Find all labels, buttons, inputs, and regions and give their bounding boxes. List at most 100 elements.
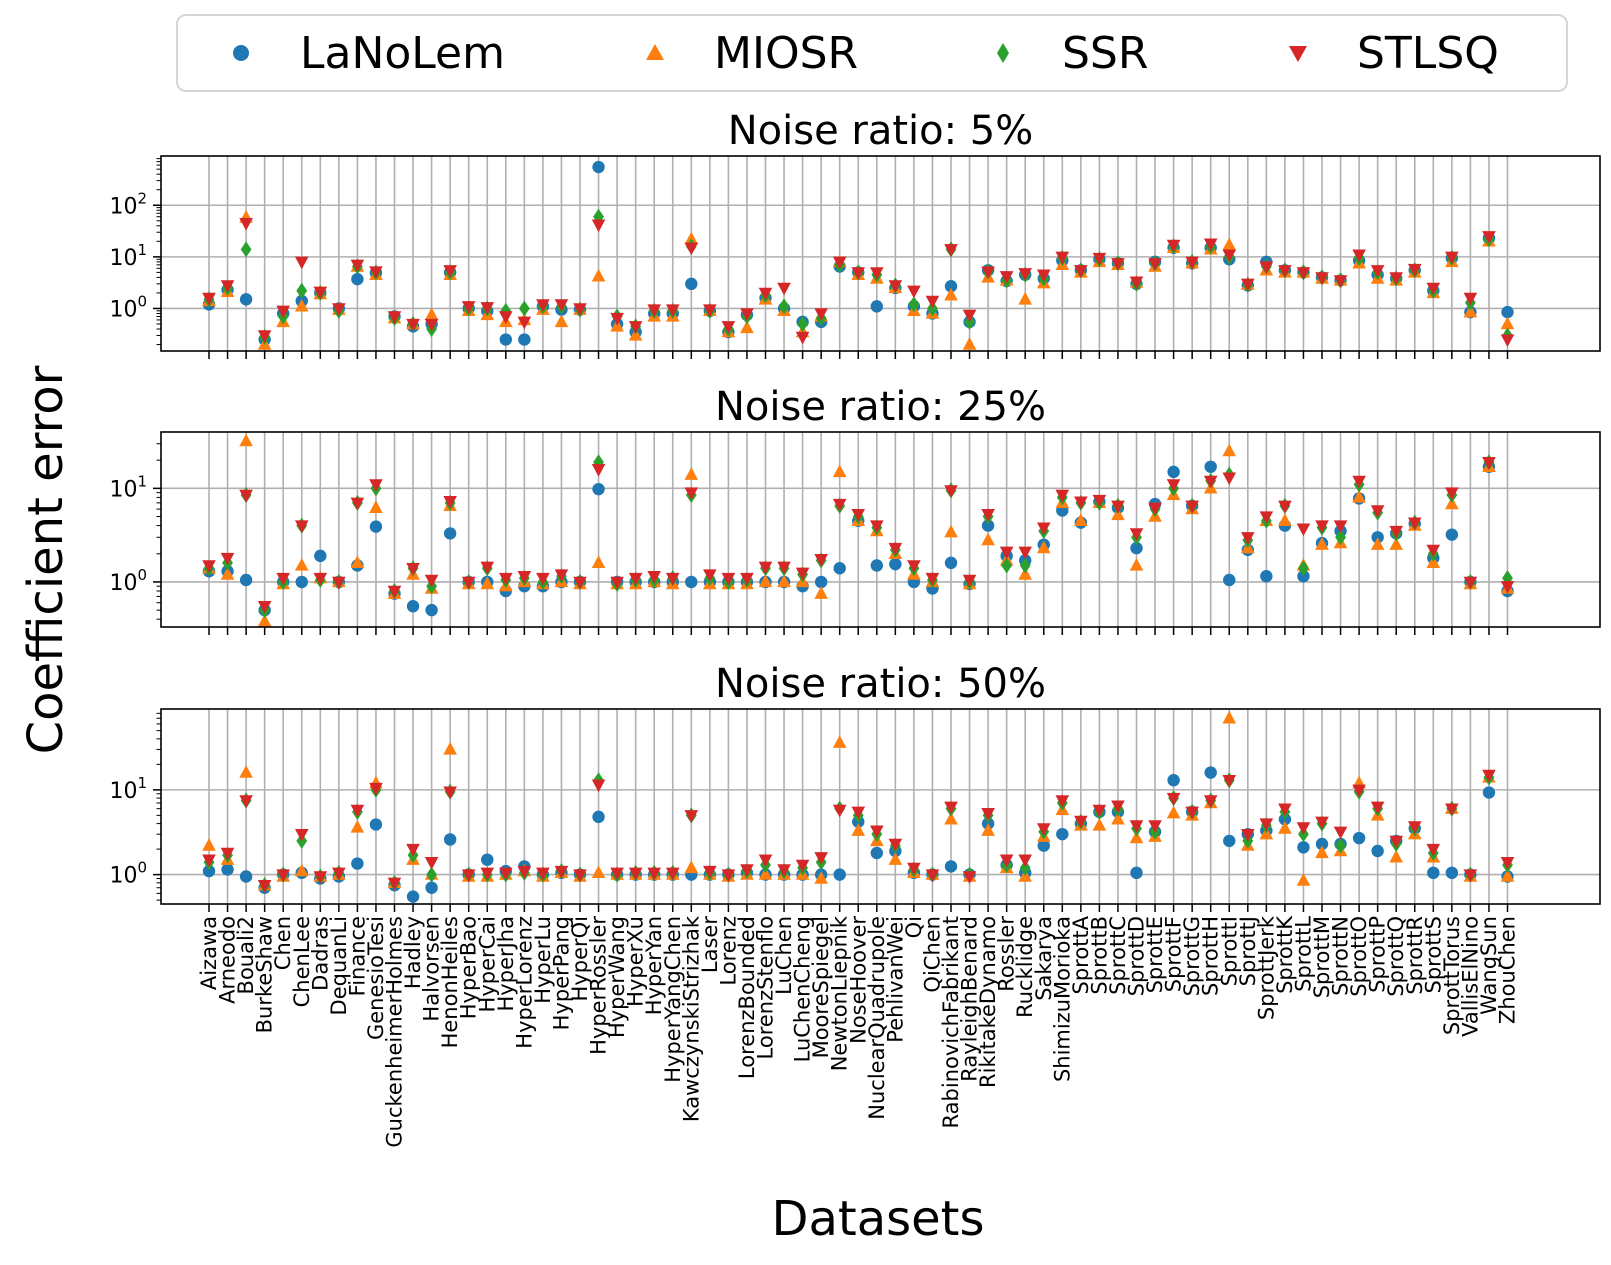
point-stlsq xyxy=(1296,822,1311,835)
point-lanolem xyxy=(369,818,383,831)
point-stlsq xyxy=(870,520,884,534)
point-stlsq xyxy=(239,795,253,808)
point-stlsq xyxy=(313,286,328,300)
point-miosr xyxy=(1315,845,1329,859)
point-stlsq xyxy=(1241,278,1255,292)
point-stlsq xyxy=(573,869,587,883)
point-stlsq xyxy=(610,576,624,590)
point-stlsq xyxy=(944,801,958,815)
point-stlsq xyxy=(999,854,1014,868)
x-tick-label: SprottJ xyxy=(1236,916,1260,986)
point-stlsq xyxy=(925,295,940,309)
point-ssr xyxy=(240,241,252,258)
point-stlsq xyxy=(907,862,921,876)
point-lanolem xyxy=(685,575,698,589)
point-stlsq xyxy=(573,576,587,590)
point-lanolem xyxy=(481,853,494,866)
point-miosr xyxy=(1463,304,1478,318)
panel-title: Noise ratio: 25% xyxy=(715,384,1046,430)
point-stlsq xyxy=(369,266,383,280)
point-stlsq xyxy=(1296,523,1311,537)
y-tick-label: 101 xyxy=(109,774,147,804)
x-tick-label: HyperJha xyxy=(494,916,518,1011)
point-stlsq xyxy=(220,552,235,566)
point-miosr xyxy=(369,500,383,513)
x-tick-label: NoseHoover xyxy=(846,916,870,1044)
point-lanolem xyxy=(870,846,883,860)
point-stlsq xyxy=(1111,258,1125,271)
point-stlsq xyxy=(1278,500,1292,514)
point-stlsq xyxy=(962,871,977,884)
point-miosr xyxy=(1370,537,1385,550)
point-stlsq xyxy=(591,219,606,233)
x-tick-label: NuclearQuadrupole xyxy=(865,916,889,1120)
point-miosr xyxy=(1500,316,1515,330)
point-stlsq xyxy=(777,864,791,877)
point-stlsq xyxy=(832,498,847,512)
x-tick-label: SprottJerk xyxy=(1254,915,1278,1020)
point-miosr xyxy=(944,811,958,825)
x-tick-label: SprottB xyxy=(1087,916,1111,995)
x-tick-label: Hadley xyxy=(401,916,425,989)
point-ssr xyxy=(1335,529,1346,546)
x-tick-label: SprottH xyxy=(1199,916,1223,996)
point-stlsq xyxy=(1333,826,1348,840)
point-stlsq xyxy=(1166,239,1181,253)
point-miosr xyxy=(832,464,847,478)
x-tick-label: SprottO xyxy=(1347,916,1371,997)
y-tick-label: 100 xyxy=(109,566,147,596)
point-lanolem xyxy=(833,562,846,575)
point-stlsq xyxy=(1018,546,1032,560)
point-ssr xyxy=(1019,859,1031,876)
point-lanolem xyxy=(518,333,531,346)
point-stlsq xyxy=(313,572,328,586)
point-stlsq xyxy=(851,267,866,280)
point-stlsq xyxy=(1482,769,1496,783)
point-stlsq xyxy=(369,782,383,796)
point-stlsq xyxy=(1222,249,1237,263)
point-stlsq xyxy=(851,806,866,820)
point-stlsq xyxy=(1129,276,1144,290)
x-tick-label: Sakarya xyxy=(1032,916,1056,1001)
y-tick-label: 101 xyxy=(109,241,147,271)
x-tick-label: HyperBao xyxy=(457,916,481,1019)
x-tick-label: GenesioTesi xyxy=(364,916,388,1040)
x-tick-label: HyperCai xyxy=(475,916,499,1012)
point-stlsq xyxy=(1333,520,1348,534)
panel-1: Noise ratio: 5% 100 101 102 xyxy=(109,108,1601,359)
x-tick-labels: AizawaArneodoBouali2BurkeShawChenChenLee… xyxy=(197,915,1520,1148)
point-stlsq xyxy=(220,847,235,861)
point-stlsq xyxy=(1203,795,1218,808)
x-tick-label: NewtonLiepnik xyxy=(828,915,852,1071)
x-tick-label: ZhouChen xyxy=(1496,916,1520,1024)
point-stlsq xyxy=(1370,505,1385,518)
point-lanolem xyxy=(685,277,698,291)
point-stlsq xyxy=(294,828,309,842)
point-stlsq xyxy=(628,867,643,881)
x-tick-label: HyperWang xyxy=(605,916,629,1038)
x-tick-label: BurkeShaw xyxy=(253,916,277,1033)
point-stlsq xyxy=(554,299,569,312)
point-stlsq xyxy=(981,508,995,522)
point-miosr xyxy=(1278,821,1292,834)
point-miosr xyxy=(944,524,958,538)
point-stlsq xyxy=(1203,238,1218,252)
point-miosr xyxy=(832,735,847,748)
point-stlsq xyxy=(1259,511,1274,525)
x-tick-label: HyperPang xyxy=(549,916,573,1030)
point-stlsq xyxy=(369,479,383,492)
point-stlsq xyxy=(536,867,550,881)
point-miosr xyxy=(443,741,457,755)
y-tick-label: 100 xyxy=(109,859,147,889)
point-lanolem xyxy=(443,833,457,846)
point-stlsq xyxy=(573,303,587,316)
point-stlsq xyxy=(610,312,624,326)
point-stlsq xyxy=(406,318,420,332)
x-tick-label: RayleighBenard xyxy=(958,916,982,1082)
point-ssr xyxy=(797,316,808,333)
point-lanolem xyxy=(592,160,605,174)
point-stlsq xyxy=(1148,820,1162,833)
x-tick-label: SprottR xyxy=(1403,916,1427,995)
point-miosr xyxy=(981,823,995,836)
point-miosr xyxy=(1296,873,1311,886)
